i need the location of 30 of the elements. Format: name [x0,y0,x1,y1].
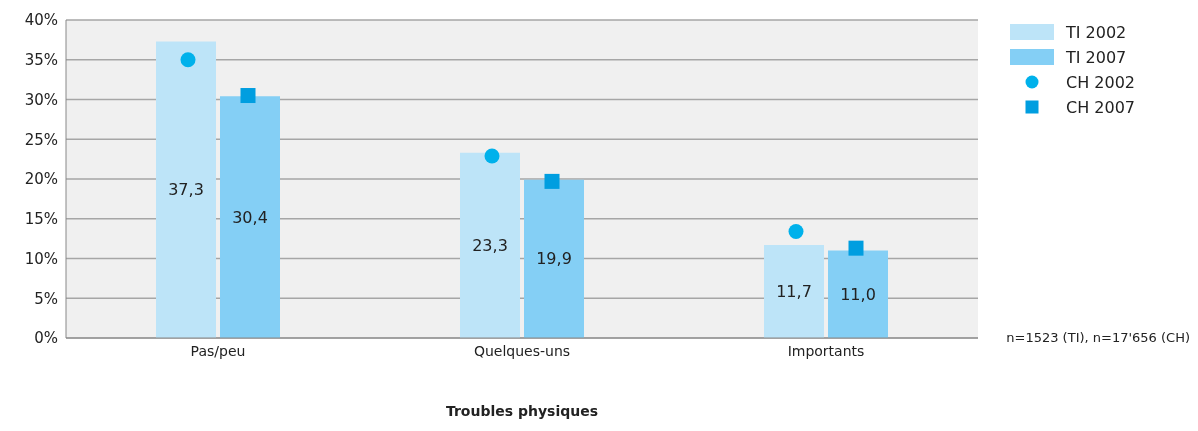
data-label: 11,0 [840,284,876,304]
x-tick-label: Quelques-uns [473,342,571,359]
bar [524,179,584,338]
bar [156,41,216,338]
y-tick-label: 25% [24,130,58,149]
y-tick-label: 30% [24,90,58,109]
y-tick-label: 0% [34,329,58,348]
y-tick-label: 20% [24,170,58,189]
y-tick-label: 10% [24,249,58,268]
text: n=1523 (TI), n=17'656 (CH) [1006,330,1190,345]
data-label: 19,9 [536,249,572,269]
data-label: 11,7 [776,281,812,301]
data-label: 37,3 [168,180,204,200]
x-tick-label: Importants [787,342,865,359]
data-label: 30,4 [232,207,268,227]
legend-label: TI 2007 [1066,47,1127,67]
y-tick-label: 35% [24,51,58,70]
bar [764,244,824,338]
legend-label: TI 2002 [1066,22,1127,42]
data-label: 23,3 [472,235,508,255]
legend-label: CH 2002 [1066,72,1136,92]
y-tick-label: 15% [24,210,58,229]
y-tick-label: 5% [34,289,58,308]
bar [460,152,520,338]
y-tick-label: 40% [24,11,58,30]
bar [828,250,888,338]
bar [220,96,280,338]
x-tick-label: Pas/peu [190,342,246,359]
x-axis-title: Troubles physiques [445,403,599,419]
legend-label: CH 2007 [1066,97,1136,117]
